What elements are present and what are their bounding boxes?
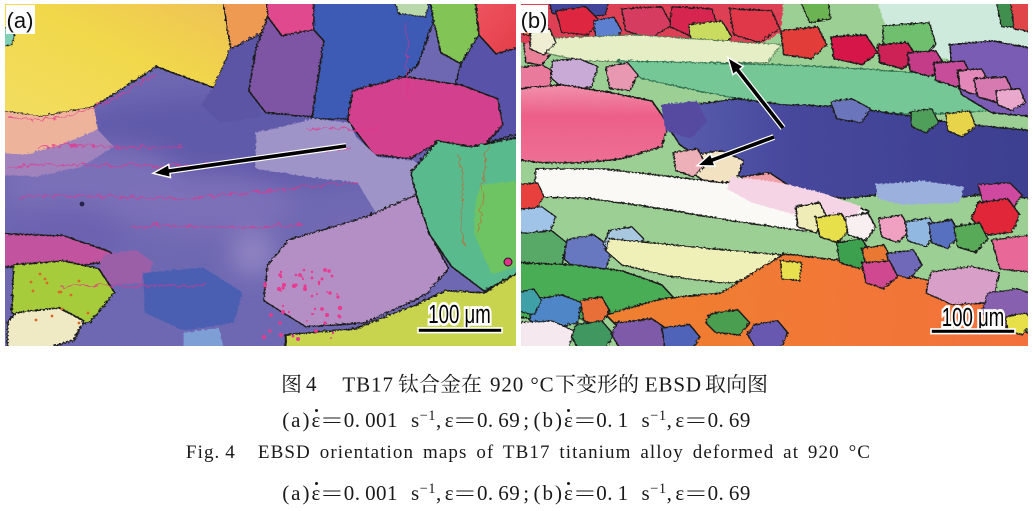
svg-text:(a): (a) bbox=[7, 8, 34, 33]
svg-text:(b): (b) bbox=[521, 8, 547, 33]
svg-text:100 μm: 100 μm bbox=[942, 303, 1004, 332]
svg-text:100 μm: 100 μm bbox=[428, 300, 490, 329]
